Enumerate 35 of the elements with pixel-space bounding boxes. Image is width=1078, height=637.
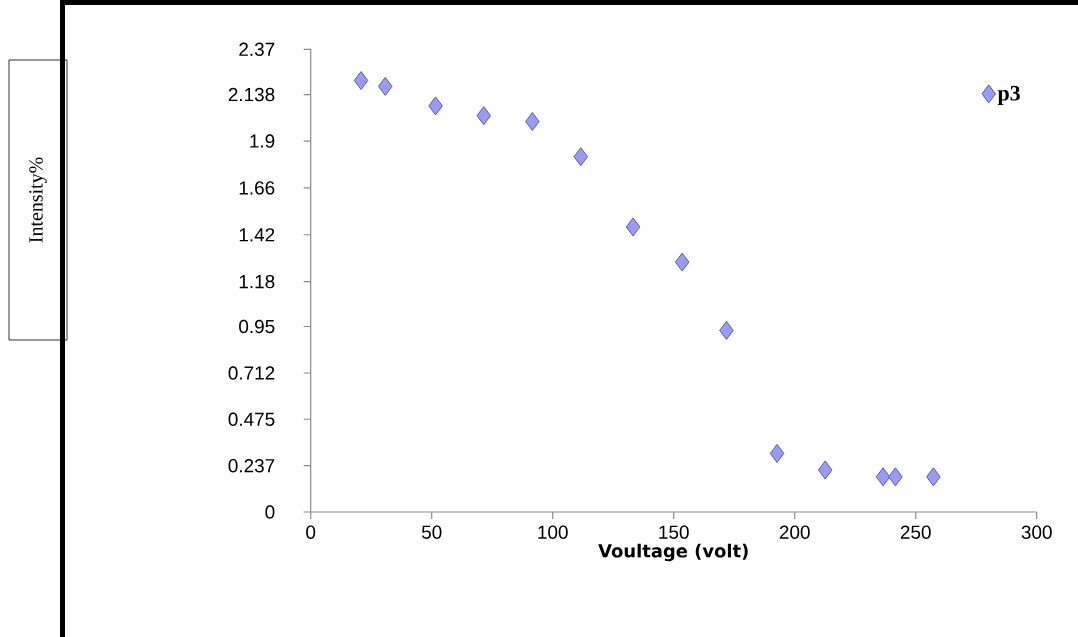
legend-label: p3 — [997, 85, 1020, 106]
y-tick-label: 1.9 — [250, 134, 275, 148]
point — [875, 467, 891, 487]
x-tick-label: 300 — [1021, 525, 1052, 539]
y-tick-label: 1.66 — [239, 181, 275, 195]
point — [719, 320, 734, 340]
y-tick-label: 0.95 — [239, 319, 275, 334]
y-tick-label: 1.18 — [239, 274, 275, 289]
point — [573, 147, 589, 167]
x-tick-label: 150 — [659, 525, 689, 539]
y-tick-label: 0 — [265, 505, 275, 519]
point — [428, 96, 443, 116]
point — [476, 106, 491, 126]
x-tick-label: 50 — [421, 525, 442, 539]
y-tick-label: 0.712 — [228, 366, 275, 380]
y-tick-label: 0.475 — [228, 412, 275, 426]
x-tick-label: 0 — [306, 525, 316, 539]
y-tick-label: 0.237 — [228, 459, 275, 473]
point — [888, 467, 903, 487]
y-tick-label: 2.37 — [239, 42, 275, 56]
point — [353, 71, 369, 91]
x-tick-label: 100 — [538, 525, 568, 539]
point — [377, 76, 393, 96]
point — [769, 443, 785, 463]
point — [625, 217, 641, 237]
point — [926, 467, 941, 487]
y-tick-label: 2.138 — [228, 87, 275, 102]
point — [817, 460, 833, 480]
point — [674, 252, 690, 272]
y-tick-label: 1.42 — [239, 228, 275, 242]
text: Intensity% — [29, 157, 47, 243]
x-tick-label: 200 — [779, 525, 810, 539]
x-axis-title: Voultage (volt) — [598, 543, 748, 562]
x-tick-label: 250 — [900, 525, 931, 539]
point — [525, 112, 540, 132]
